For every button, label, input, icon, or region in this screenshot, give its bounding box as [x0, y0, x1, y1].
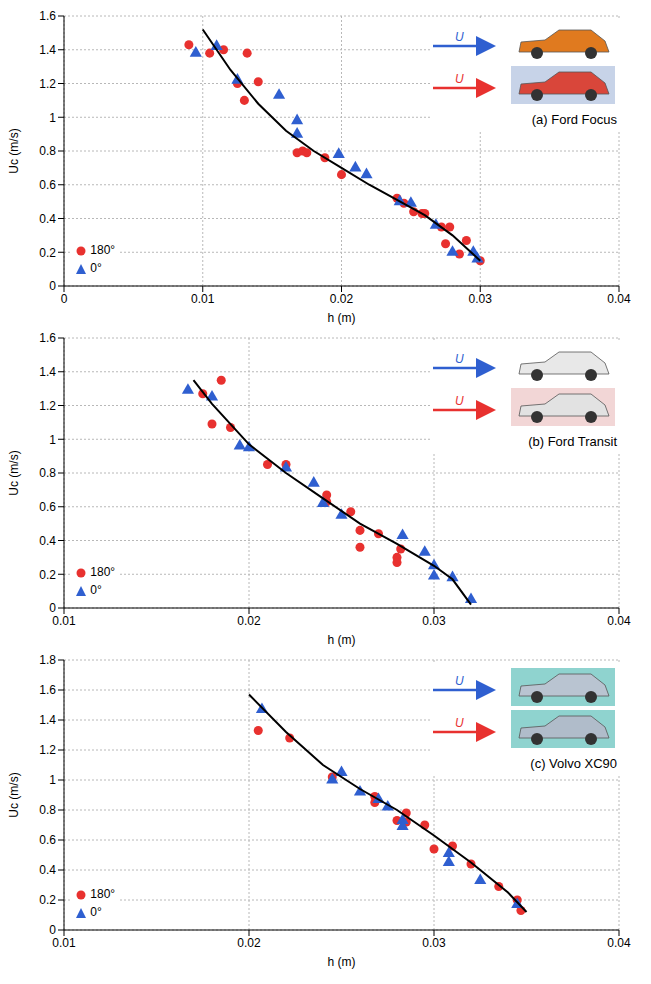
svg-text:h (m): h (m) — [328, 311, 356, 325]
svg-text:1.2: 1.2 — [39, 77, 56, 91]
svg-text:0.04: 0.04 — [607, 292, 631, 306]
svg-text:Uc (m/s): Uc (m/s) — [7, 450, 21, 495]
svg-text:Uc (m/s): Uc (m/s) — [7, 128, 21, 173]
svg-text:1.4: 1.4 — [39, 365, 56, 379]
svg-text:(c) Volvo XC90: (c) Volvo XC90 — [530, 756, 617, 771]
svg-text:0.6: 0.6 — [39, 178, 56, 192]
svg-text:0.03: 0.03 — [422, 614, 446, 628]
svg-text:U: U — [455, 72, 464, 86]
svg-text:1: 1 — [49, 773, 56, 787]
svg-text:0: 0 — [61, 292, 68, 306]
svg-text:h (m): h (m) — [328, 955, 356, 969]
svg-text:0.8: 0.8 — [39, 144, 56, 158]
svg-text:U: U — [455, 674, 464, 688]
svg-text:0.04: 0.04 — [607, 936, 631, 950]
svg-text:1: 1 — [49, 433, 56, 447]
svg-text:0.8: 0.8 — [39, 466, 56, 480]
svg-text:1: 1 — [49, 111, 56, 125]
svg-text:0.6: 0.6 — [39, 500, 56, 514]
svg-text:0: 0 — [49, 601, 56, 615]
svg-text:0.2: 0.2 — [39, 246, 56, 260]
svg-text:0.01: 0.01 — [52, 614, 76, 628]
html-text:180°: 180° — [90, 243, 116, 257]
svg-text:0.02: 0.02 — [237, 936, 261, 950]
html-text:180°: 180° — [90, 565, 116, 579]
svg-text:U: U — [455, 716, 464, 730]
svg-text:(a) Ford Focus: (a) Ford Focus — [532, 112, 618, 127]
svg-text:(b) Ford Transit: (b) Ford Transit — [528, 434, 617, 449]
svg-text:1.4: 1.4 — [39, 43, 56, 57]
svg-text:0.2: 0.2 — [39, 893, 56, 907]
svg-text:0.02: 0.02 — [237, 614, 261, 628]
svg-text:1.6: 1.6 — [39, 9, 56, 23]
svg-text:0.6: 0.6 — [39, 833, 56, 847]
svg-text:0: 0 — [49, 923, 56, 937]
svg-text:0.01: 0.01 — [52, 936, 76, 950]
svg-text:0.4: 0.4 — [39, 212, 56, 226]
svg-text:0.4: 0.4 — [39, 534, 56, 548]
svg-text:1.4: 1.4 — [39, 713, 56, 727]
svg-text:0: 0 — [49, 279, 56, 293]
svg-text:Uc (m/s): Uc (m/s) — [7, 772, 21, 817]
html-text:0°: 0° — [90, 583, 102, 597]
svg-text:0.01: 0.01 — [191, 292, 215, 306]
html-text:180°: 180° — [90, 887, 116, 901]
svg-text:1.8: 1.8 — [39, 653, 56, 667]
svg-text:U: U — [455, 352, 464, 366]
svg-text:0.03: 0.03 — [469, 292, 493, 306]
svg-text:U: U — [455, 30, 464, 44]
svg-text:0.04: 0.04 — [607, 614, 631, 628]
svg-text:0.8: 0.8 — [39, 803, 56, 817]
svg-text:1.6: 1.6 — [39, 683, 56, 697]
html-text:0°: 0° — [90, 261, 102, 275]
svg-text:0.03: 0.03 — [422, 936, 446, 950]
svg-text:0.4: 0.4 — [39, 863, 56, 877]
svg-text:1.6: 1.6 — [39, 331, 56, 345]
svg-text:h (m): h (m) — [328, 633, 356, 647]
svg-text:0.02: 0.02 — [330, 292, 354, 306]
svg-text:1.2: 1.2 — [39, 743, 56, 757]
html-text:0°: 0° — [90, 905, 102, 919]
svg-text:1.2: 1.2 — [39, 399, 56, 413]
svg-text:0.2: 0.2 — [39, 568, 56, 582]
svg-text:U: U — [455, 394, 464, 408]
